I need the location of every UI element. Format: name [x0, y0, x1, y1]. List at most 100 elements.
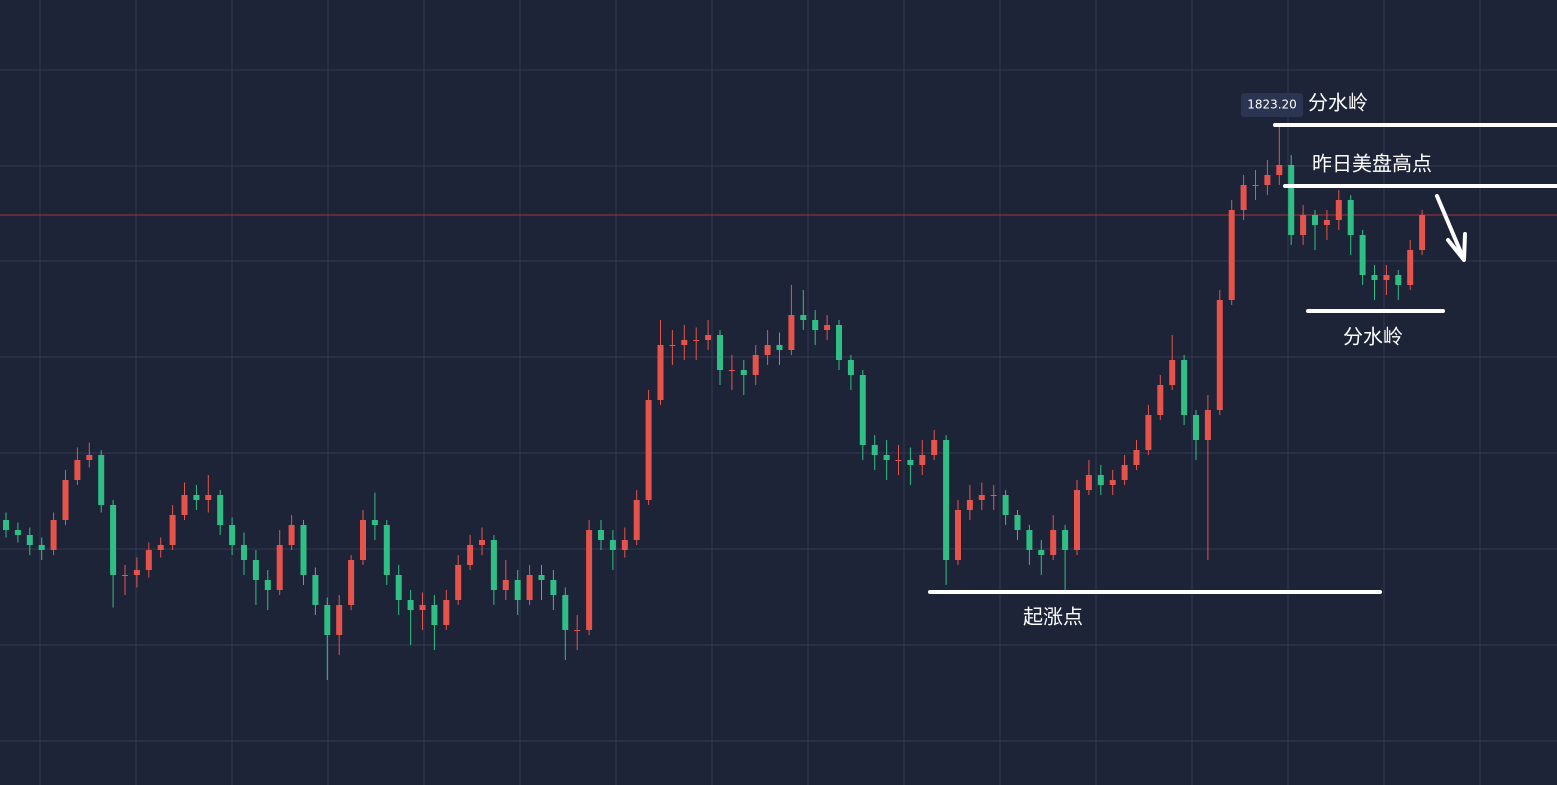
candle-body — [609, 540, 616, 550]
arrow-shaft — [1435, 194, 1464, 257]
candle-body — [681, 340, 688, 345]
candle-body — [193, 495, 200, 500]
arrow — [1435, 194, 1467, 262]
candle-body — [74, 460, 81, 480]
candle-body — [1169, 360, 1176, 385]
candle-body — [812, 320, 819, 330]
candle-body — [62, 480, 69, 520]
arrow-head — [1446, 232, 1467, 262]
candle-body — [383, 525, 390, 575]
candle-body — [645, 400, 652, 500]
candle-body — [419, 605, 426, 610]
candle-body — [1323, 220, 1330, 225]
level-label: 起涨点 — [1023, 605, 1083, 629]
price-label: 1823.20 — [1247, 98, 1297, 112]
candle-body — [288, 525, 295, 545]
candle-body — [871, 445, 878, 455]
candle-body — [1383, 275, 1390, 280]
candle-body — [360, 520, 366, 560]
candle-body — [1419, 215, 1426, 250]
candle-body — [1276, 165, 1283, 175]
candle-body — [943, 440, 950, 560]
candle-body — [14, 530, 21, 535]
candle-body — [633, 500, 640, 540]
candle-body — [252, 560, 259, 580]
candle-body — [526, 575, 533, 600]
candle-body — [467, 545, 474, 565]
candle-body — [1121, 465, 1128, 480]
candle-body — [443, 600, 450, 625]
candle-body — [836, 325, 842, 360]
candle-body — [693, 340, 700, 341]
candle-body — [978, 495, 985, 500]
candle-body — [241, 545, 247, 560]
candle-body — [705, 335, 712, 340]
candle-body — [800, 315, 807, 320]
level-label: 分水岭 — [1308, 91, 1368, 115]
candle-body — [169, 515, 176, 545]
candle-body — [502, 580, 509, 590]
candle-body — [1014, 515, 1021, 530]
candle-body — [907, 460, 914, 465]
candle-body — [407, 600, 414, 610]
candle-body — [26, 535, 33, 545]
candle-body — [586, 530, 593, 630]
candle-body — [752, 355, 759, 375]
candle-body — [990, 495, 997, 496]
candle-body — [788, 315, 795, 350]
candle-body — [1216, 300, 1223, 410]
candle-body — [145, 550, 152, 570]
candle-body — [133, 570, 140, 575]
candle-body — [1109, 480, 1116, 485]
candle-body — [1133, 450, 1140, 465]
candle-body — [717, 335, 723, 370]
candle-body — [479, 540, 485, 545]
candle-body — [324, 605, 331, 635]
candle-body — [1395, 275, 1402, 285]
candle-body — [264, 580, 271, 590]
candle-body — [598, 530, 604, 540]
candle-body — [859, 375, 866, 445]
candle-body — [1228, 210, 1235, 300]
level-label: 昨日美盘高点 — [1312, 152, 1432, 176]
candle-body — [371, 520, 378, 525]
candle-body — [669, 345, 676, 346]
candle-body — [740, 370, 747, 375]
candle-body — [1193, 415, 1199, 440]
candle-body — [181, 495, 188, 515]
candle-body — [490, 540, 497, 590]
candle-body — [1347, 200, 1354, 235]
candle-body — [1300, 215, 1307, 235]
candle-body — [1062, 530, 1069, 550]
candle-body — [955, 510, 961, 560]
candle-body — [1240, 185, 1247, 210]
candle-body — [1312, 215, 1318, 225]
candle-body — [205, 495, 212, 500]
candle-body — [931, 440, 938, 455]
candle-body — [1097, 475, 1104, 485]
candle-body — [217, 495, 224, 525]
plot-area — [0, 125, 1557, 680]
price-label-box — [1241, 93, 1303, 117]
candle-body — [1204, 410, 1211, 440]
candle-body — [1145, 415, 1152, 450]
candle-body — [3, 520, 9, 530]
candle-body — [312, 575, 319, 605]
candle-body — [1252, 185, 1259, 186]
candle-body — [86, 455, 93, 460]
candle-body — [847, 360, 854, 375]
candle-body — [657, 345, 664, 400]
candle-body — [883, 455, 890, 460]
candle-body — [1038, 550, 1045, 555]
candle-body — [562, 595, 569, 630]
candle-body — [1085, 475, 1092, 490]
candle-body — [776, 345, 783, 350]
candle-body — [110, 505, 117, 575]
candle-body — [574, 630, 581, 631]
candle-body — [1181, 360, 1188, 415]
candle-body — [50, 520, 57, 550]
candle-body — [621, 540, 628, 550]
